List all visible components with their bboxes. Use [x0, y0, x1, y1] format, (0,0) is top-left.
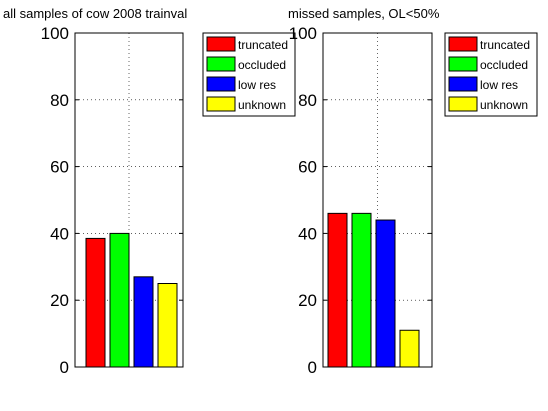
legend-swatch	[448, 56, 478, 72]
legend-label: occluded	[238, 58, 286, 72]
bar-unknown	[157, 283, 178, 368]
legend-swatch	[448, 76, 478, 92]
legend-label: unknown	[480, 98, 528, 112]
y-tick-label: 100	[41, 24, 69, 43]
y-tick-label: 60	[50, 158, 69, 177]
legend-swatch	[206, 56, 236, 72]
y-tick-label: 80	[50, 91, 69, 110]
y-tick-label: 0	[60, 358, 69, 377]
y-tick-label: 0	[308, 358, 317, 377]
legend-swatch	[206, 76, 236, 92]
bar-low-res	[375, 219, 396, 368]
bar-unknown	[399, 329, 420, 368]
legend: truncated occluded low res unknown	[444, 32, 538, 117]
legend-label: unknown	[238, 98, 286, 112]
y-tick-label: 100	[289, 24, 317, 43]
legend-swatch	[206, 36, 236, 52]
bar-occluded	[351, 212, 372, 368]
chart-title: all samples of cow 2008 trainval	[3, 6, 187, 21]
legend-label: truncated	[480, 38, 530, 52]
legend-label: low res	[480, 78, 518, 92]
axes-box	[74, 32, 184, 368]
bar-truncated	[85, 237, 106, 368]
y-tick-label: 40	[298, 224, 317, 243]
y-tick-label: 20	[298, 291, 317, 310]
legend-swatch	[206, 96, 236, 112]
legend-label: occluded	[480, 58, 528, 72]
legend-label: truncated	[238, 38, 288, 52]
chart-2: missed samples, OL<50% 0 20 40 60 80 100 trunca…	[288, 6, 538, 377]
legend: truncated occluded low res unknown	[202, 32, 296, 117]
y-tick-label: 40	[50, 224, 69, 243]
bar-low-res	[133, 276, 154, 368]
legend-swatch	[448, 96, 478, 112]
chart-1: all samples of cow 2008 trainval 0 20 40 60 8…	[3, 6, 296, 377]
chart-title: missed samples, OL<50%	[288, 6, 440, 21]
y-tick-label: 60	[298, 158, 317, 177]
y-tick-label: 20	[50, 291, 69, 310]
legend-swatch	[448, 36, 478, 52]
legend-label: low res	[238, 78, 276, 92]
y-tick-label: 80	[298, 91, 317, 110]
bar-occluded	[109, 232, 130, 368]
bar-truncated	[327, 212, 348, 368]
axes-box	[322, 32, 433, 368]
